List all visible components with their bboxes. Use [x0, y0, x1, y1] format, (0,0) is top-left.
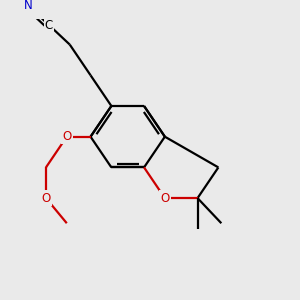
Text: C: C — [45, 19, 53, 32]
Text: O: O — [62, 130, 71, 143]
Text: N: N — [24, 0, 32, 12]
Text: O: O — [41, 192, 51, 205]
Text: O: O — [160, 192, 170, 205]
